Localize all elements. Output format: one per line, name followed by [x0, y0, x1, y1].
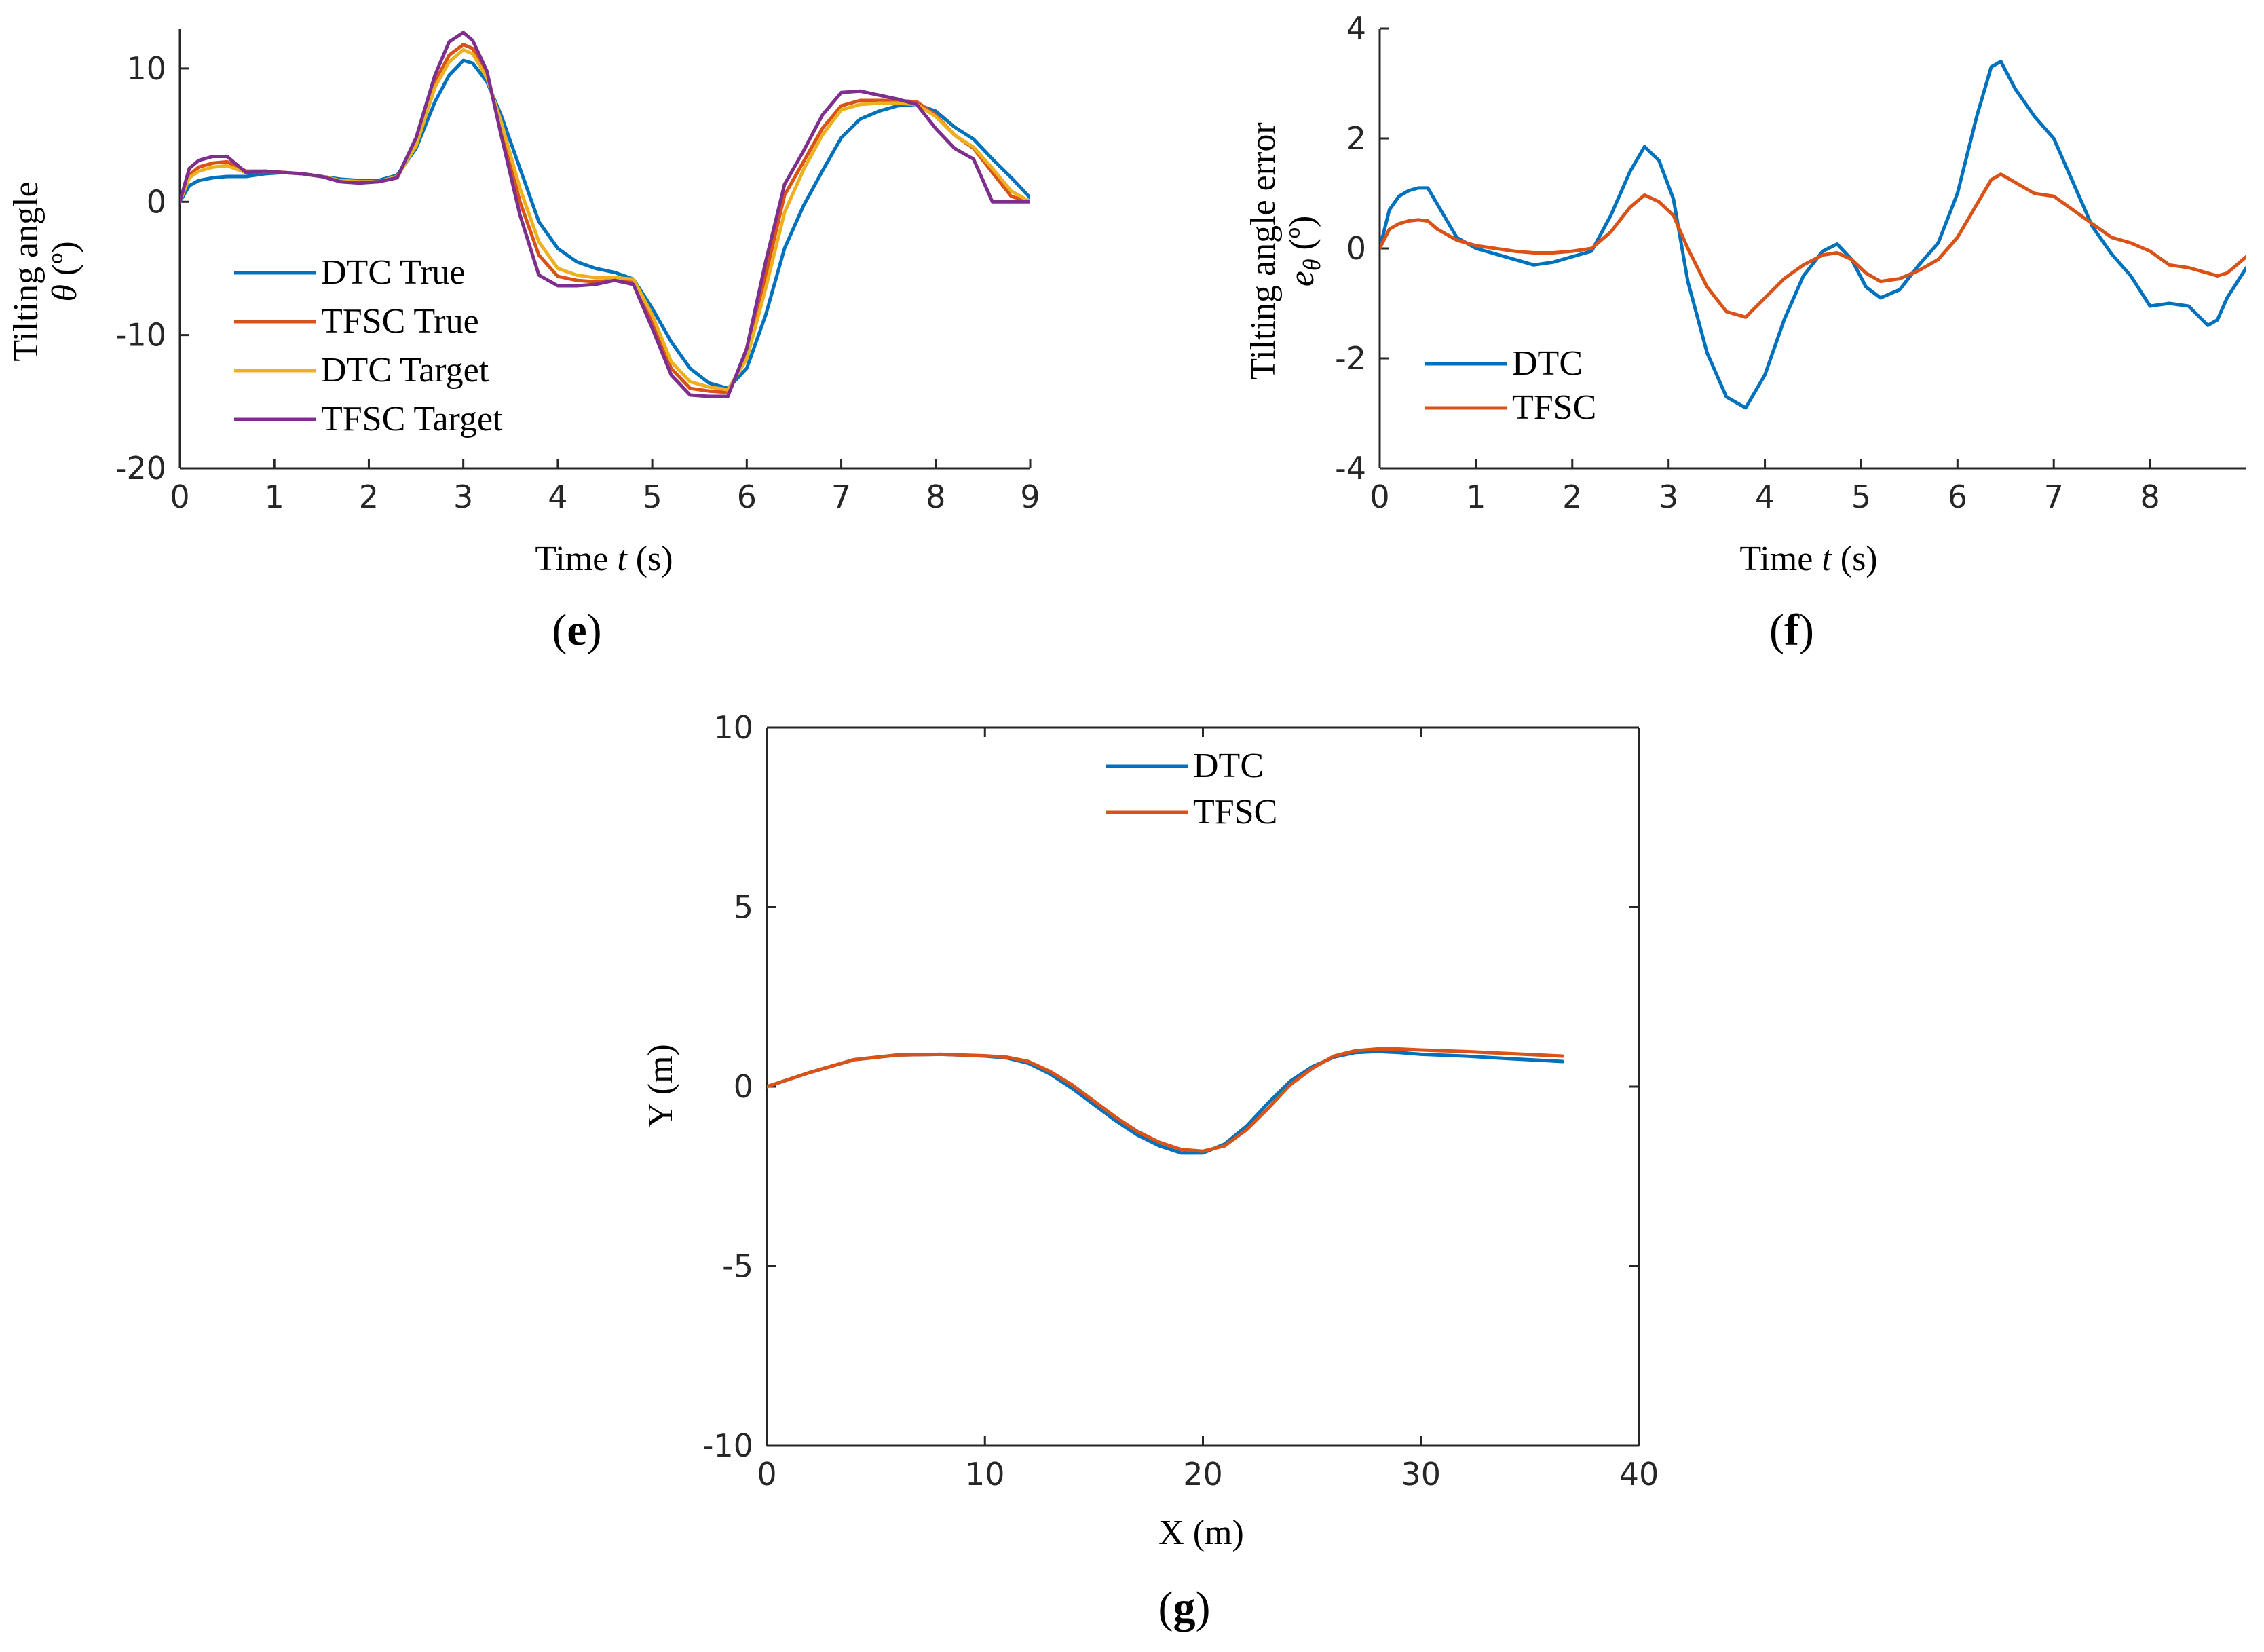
series-line-dtc: [767, 1049, 1565, 1155]
y-tick-label: -4: [1335, 450, 1366, 487]
y-axis-label-g: Y (m): [641, 1044, 680, 1128]
panel-label-g: (g): [1158, 1583, 1211, 1632]
x-tick-label: 8: [2140, 478, 2159, 515]
y-tick-label: -5: [722, 1248, 753, 1285]
x-axis-label-e: Time t (s): [535, 540, 673, 578]
legend-label: DTC: [1512, 344, 1583, 383]
x-tick-label: 0: [757, 1456, 776, 1493]
legend-label: DTC Target: [321, 351, 489, 390]
panel-label-e: (e): [552, 605, 601, 655]
legend-label: DTC True: [321, 253, 465, 292]
legend-g: DTC TFSC: [1106, 747, 1277, 831]
y-tick-label: -10: [702, 1427, 753, 1464]
x-tick-label: 4: [548, 478, 567, 515]
panel-label-f: (f): [1769, 605, 1814, 655]
y-tick-label: 2: [1346, 120, 1366, 157]
x-tick-label: 5: [642, 478, 662, 515]
x-tick-label: 2: [359, 478, 379, 515]
y-tick-label: -20: [115, 450, 166, 487]
legend-label: TFSC: [1512, 388, 1596, 427]
panel-f: 0 1 2 3 4 5 6 7 8 -4 -2 0 2 4 DTC TFSC Time t (s) Tilt…: [1244, 10, 2246, 655]
y-tick-label: -2: [1335, 340, 1366, 377]
y-tick-label: -10: [115, 317, 166, 354]
x-tick-label: 7: [831, 478, 851, 515]
y-tick-label: 0: [1346, 230, 1366, 267]
x-tick-label: 40: [1619, 1456, 1659, 1493]
y-axis-label-e-line1: Tilting angle: [7, 181, 45, 361]
legend-label: TFSC: [1193, 793, 1277, 831]
y-tick-label: 10: [713, 709, 753, 746]
x-tick-label: 9: [1020, 478, 1040, 515]
legend-f: DTC TFSC: [1425, 344, 1596, 427]
series-line-tfsc-true: [180, 43, 1030, 394]
x-tick-label: 20: [1183, 1456, 1223, 1493]
x-tick-label: 7: [2044, 478, 2064, 515]
legend-label: DTC: [1193, 747, 1264, 785]
y-tick-label: 5: [734, 889, 753, 926]
panel-g: 0 10 20 30 40 -10 -5 0 5 10 DTC TFSC X (m) Y (m) (…: [641, 709, 1659, 1632]
y-axis-label-e-line2: θ (º): [45, 241, 84, 301]
x-tick-label: 5: [1851, 478, 1871, 515]
x-tick-label: 3: [1659, 478, 1678, 515]
series-line-dtc-true: [180, 58, 1030, 390]
x-tick-label: 0: [1370, 478, 1389, 515]
series-line-tfsc: [1380, 172, 2246, 319]
x-tick-label: 1: [1466, 478, 1486, 515]
legend-label: TFSC Target: [321, 400, 503, 438]
y-axis-label-f-line2: eθ (º): [1283, 216, 1325, 287]
x-axis-label-f: Time t (s): [1739, 540, 1877, 578]
x-tick-label: 3: [453, 478, 473, 515]
x-tick-label: 10: [965, 1456, 1005, 1493]
x-tick-label: 6: [1948, 478, 1967, 515]
series-line-dtc: [1380, 60, 2246, 410]
x-tick-label: 6: [737, 478, 757, 515]
y-tick-label: 10: [126, 50, 166, 87]
y-tick-label: 4: [1346, 10, 1366, 47]
y-tick-label: 0: [734, 1068, 753, 1105]
legend-e: DTC True TFSC True DTC Target TFSC Target: [234, 253, 503, 438]
x-tick-label: 1: [265, 478, 284, 515]
x-tick-label: 0: [170, 478, 189, 515]
y-tick-label: 0: [147, 183, 166, 220]
y-axis-label-f-line1: Tilting angle error: [1244, 122, 1283, 379]
x-tick-label: 4: [1755, 478, 1775, 515]
x-tick-label: 8: [926, 478, 945, 515]
legend-label: TFSC True: [321, 302, 479, 341]
x-tick-label: 30: [1401, 1456, 1441, 1493]
x-axis-label-g: X (m): [1158, 1514, 1244, 1552]
series-line-tfsc-target: [180, 31, 1030, 398]
series-line-tfsc: [767, 1047, 1565, 1153]
x-tick-label: 2: [1562, 478, 1582, 515]
